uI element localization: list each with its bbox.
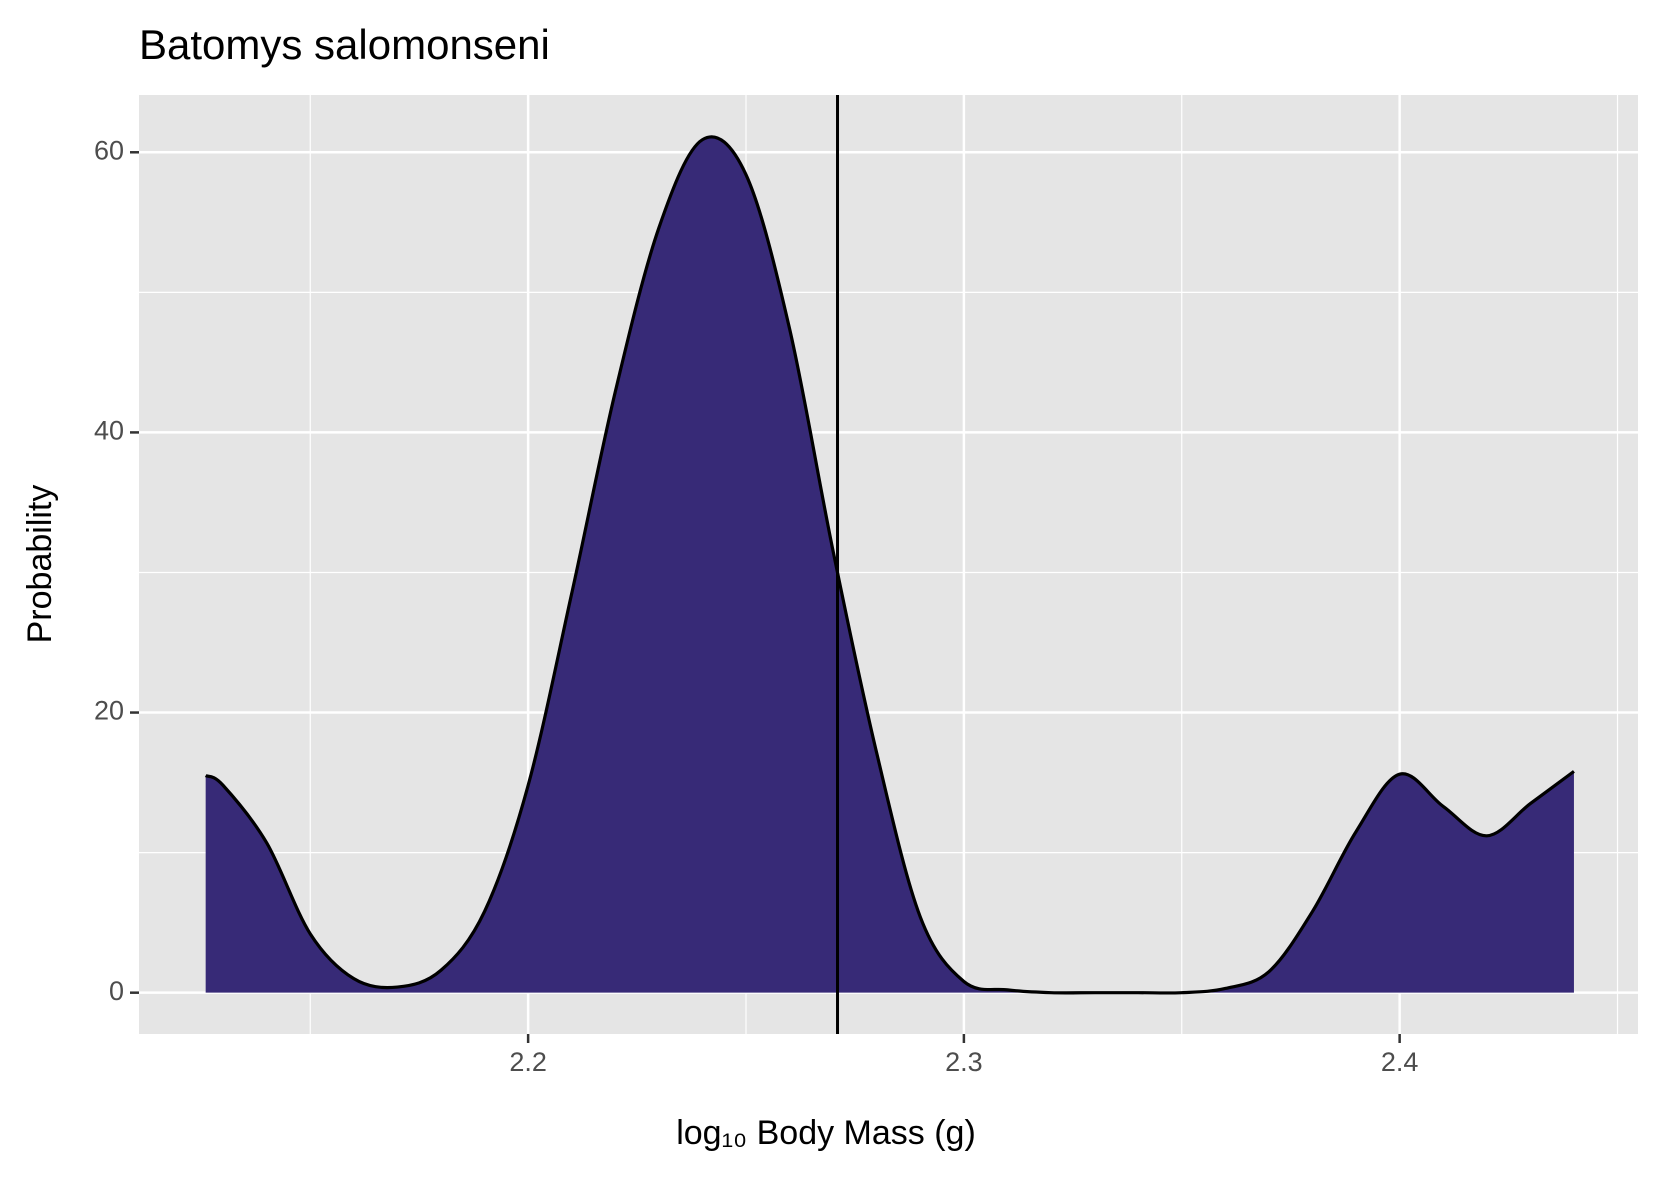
y-tick-label: 60 [94,135,124,165]
x-tick-label: 2.3 [945,1047,983,1077]
y-tick-label: 0 [109,976,124,1006]
x-axis-label: log₁₀ Body Mass (g) [676,1114,976,1152]
x-tick-label: 2.4 [1381,1047,1419,1077]
y-tick-label: 40 [94,416,124,446]
density-area [205,136,1574,993]
axes: 0 20 40 60 2.2 2.3 2.4 [94,135,1418,1077]
density-line [204,135,1575,995]
y-axis-label: Probability [21,485,59,644]
chart-title: Batomys salomonseni [139,21,550,68]
marks [204,95,1575,1034]
x-tick-label: 2.2 [509,1047,547,1077]
y-tick-label: 20 [94,696,124,726]
